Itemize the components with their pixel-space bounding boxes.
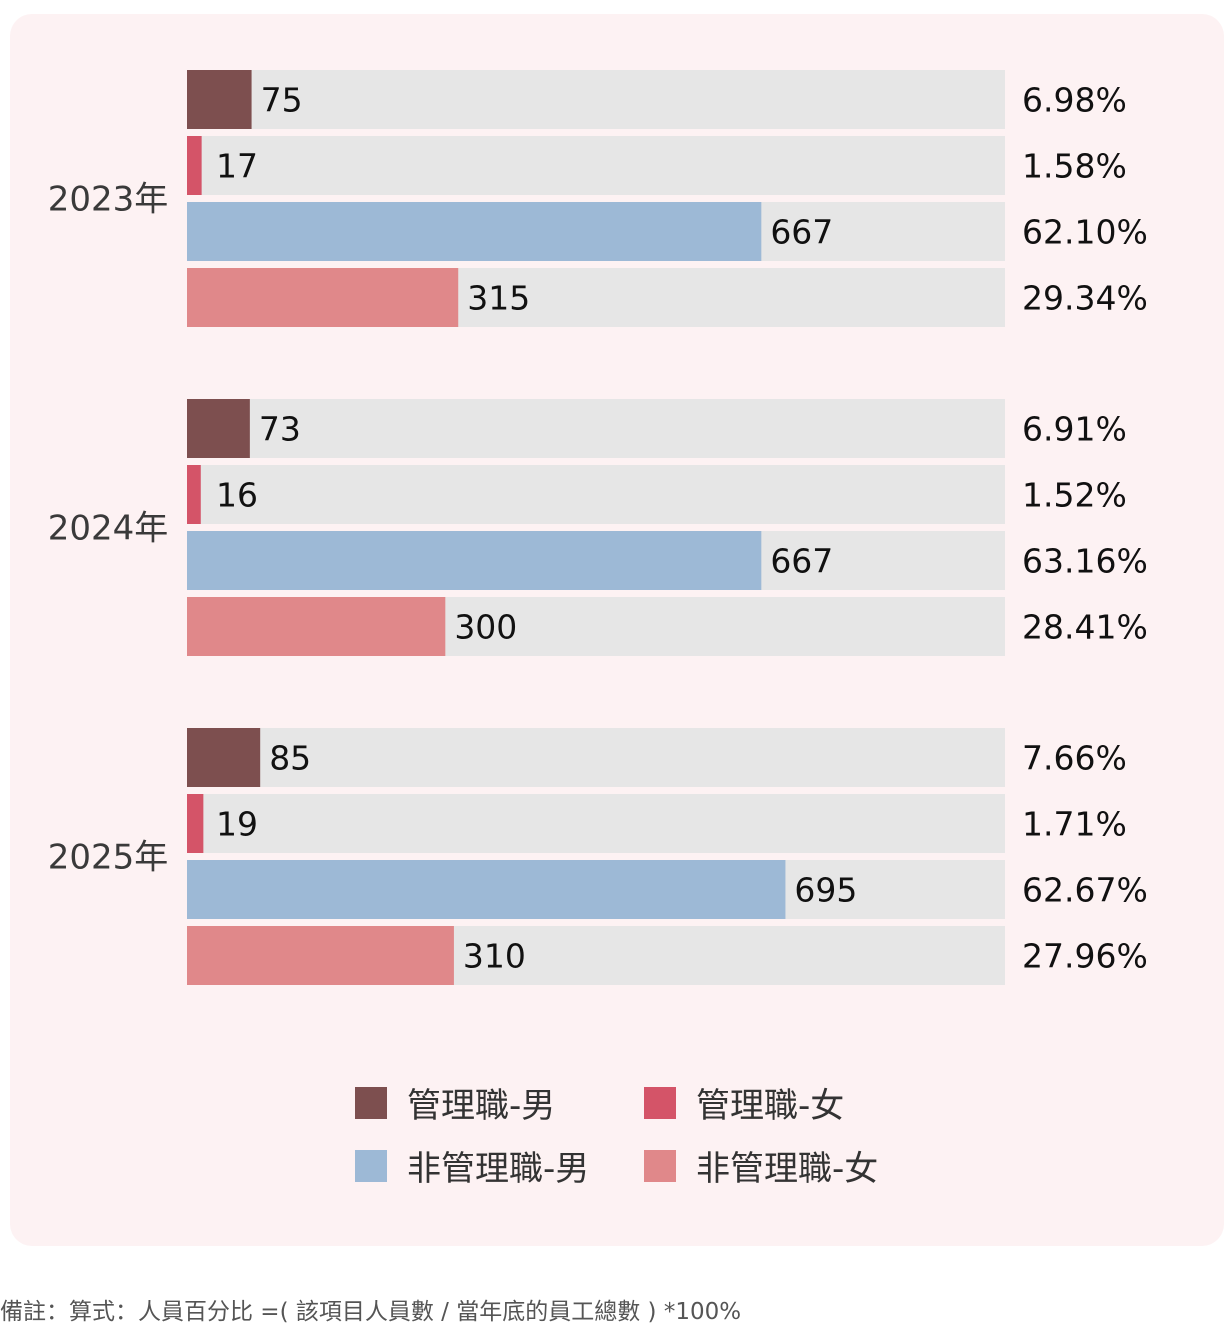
value-label-0-nonmgmt-male: 667 bbox=[770, 213, 833, 252]
bar-0-mgmt-female bbox=[187, 136, 202, 195]
value-label-1-mgmt-male: 73 bbox=[259, 410, 301, 449]
percent-label-2-mgmt-male: 7.66% bbox=[1022, 739, 1127, 778]
bar-track-2-mgmt-female bbox=[187, 794, 1005, 853]
percent-label-0-mgmt-male: 6.98% bbox=[1022, 81, 1127, 120]
group-label-2: 2025年 bbox=[48, 838, 169, 878]
value-label-0-nonmgmt-female: 315 bbox=[467, 279, 530, 318]
group-label-0: 2023年 bbox=[48, 180, 169, 220]
legend-item-nonmgmt-female: 非管理職-女 bbox=[644, 1141, 878, 1190]
value-label-1-nonmgmt-male: 667 bbox=[770, 542, 833, 581]
bar-0-mgmt-male bbox=[187, 70, 252, 129]
bar-track-1-mgmt-male bbox=[187, 399, 1005, 458]
legend-item-mgmt-female: 管理職-女 bbox=[644, 1078, 844, 1127]
percent-label-2-mgmt-female: 1.71% bbox=[1022, 805, 1127, 844]
bar-track-0-mgmt-female bbox=[187, 136, 1005, 195]
value-label-0-mgmt-male: 75 bbox=[261, 81, 303, 120]
percent-label-0-mgmt-female: 1.58% bbox=[1022, 147, 1127, 186]
percent-label-1-nonmgmt-female: 28.41% bbox=[1022, 608, 1148, 647]
bar-2-mgmt-male bbox=[187, 728, 261, 787]
legend-swatch-nonmgmt-male bbox=[355, 1149, 387, 1182]
bar-track-1-mgmt-female bbox=[187, 465, 1005, 524]
legend-swatch-mgmt-female bbox=[644, 1086, 676, 1119]
bar-1-mgmt-female bbox=[187, 465, 201, 524]
bar-track-2-mgmt-male bbox=[187, 728, 1005, 787]
percent-label-1-mgmt-female: 1.52% bbox=[1022, 476, 1127, 515]
bar-1-nonmgmt-female bbox=[187, 597, 446, 656]
legend-label-nonmgmt-male: 非管理職-男 bbox=[407, 1149, 590, 1189]
group-label-1: 2024年 bbox=[48, 509, 169, 549]
legend-item-mgmt-male: 管理職-男 bbox=[355, 1078, 555, 1127]
bar-track-0-mgmt-male bbox=[187, 70, 1005, 129]
value-label-1-nonmgmt-female: 300 bbox=[454, 608, 517, 647]
legend-label-nonmgmt-female: 非管理職-女 bbox=[696, 1149, 879, 1189]
value-label-2-mgmt-female: 19 bbox=[216, 805, 258, 844]
percent-label-1-nonmgmt-male: 63.16% bbox=[1022, 542, 1148, 581]
value-label-2-nonmgmt-male: 695 bbox=[794, 871, 857, 910]
value-label-2-nonmgmt-female: 310 bbox=[463, 937, 526, 976]
footnote: 備註：算式：人員百分比 =( 該項目人員數 / 當年底的員工總數 ) *100% bbox=[0, 1299, 742, 1325]
value-label-0-mgmt-female: 17 bbox=[216, 147, 258, 186]
bar-2-nonmgmt-male bbox=[187, 860, 786, 919]
legend-swatch-mgmt-male bbox=[355, 1086, 387, 1119]
legend-label-mgmt-male: 管理職-男 bbox=[407, 1086, 556, 1126]
percent-label-2-nonmgmt-male: 62.67% bbox=[1022, 871, 1148, 910]
bar-1-mgmt-male bbox=[187, 399, 250, 458]
bar-0-nonmgmt-male bbox=[187, 202, 762, 261]
bar-0-nonmgmt-female bbox=[187, 268, 459, 327]
bar-2-nonmgmt-female bbox=[187, 926, 454, 985]
bar-1-nonmgmt-male bbox=[187, 531, 762, 590]
percent-label-0-nonmgmt-male: 62.10% bbox=[1022, 213, 1148, 252]
bar-2-mgmt-female bbox=[187, 794, 204, 853]
value-label-2-mgmt-male: 85 bbox=[269, 739, 311, 778]
legend-swatch-nonmgmt-female bbox=[644, 1149, 676, 1182]
legend-item-nonmgmt-male: 非管理職-男 bbox=[355, 1141, 589, 1190]
percent-label-1-mgmt-male: 6.91% bbox=[1022, 410, 1127, 449]
percent-label-2-nonmgmt-female: 27.96% bbox=[1022, 937, 1148, 976]
percent-label-0-nonmgmt-female: 29.34% bbox=[1022, 279, 1148, 318]
value-label-1-mgmt-female: 16 bbox=[216, 476, 258, 515]
legend-label-mgmt-female: 管理職-女 bbox=[696, 1086, 845, 1126]
